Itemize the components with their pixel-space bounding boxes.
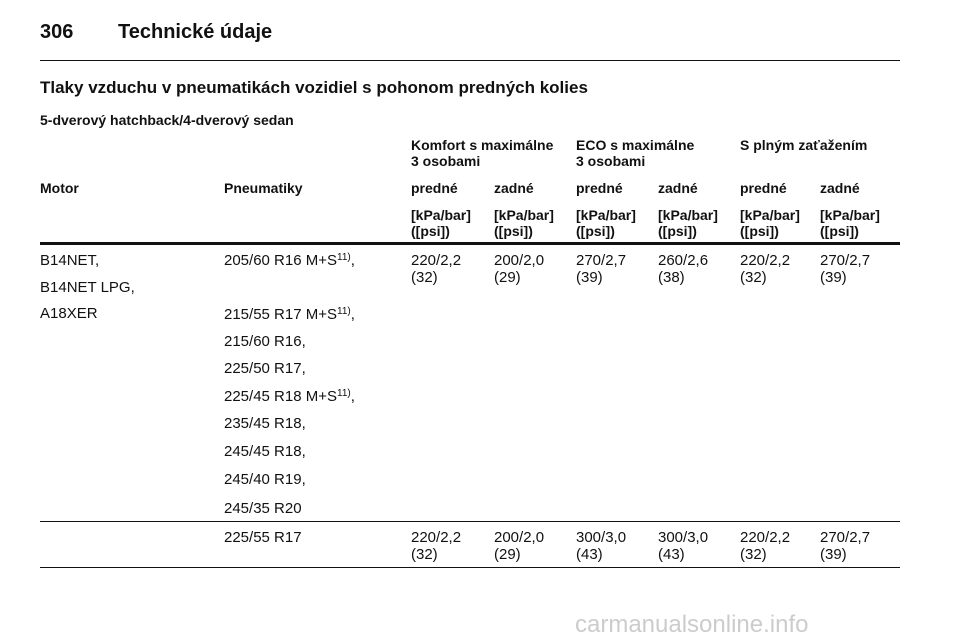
pressure-value: (39) xyxy=(820,269,847,286)
motor: B14NET, xyxy=(40,252,100,269)
pressure-value: (32) xyxy=(740,269,767,286)
pressure-value: 270/2,7 xyxy=(820,252,871,269)
column-header: Motor xyxy=(40,180,79,196)
section-subtitle: 5-dverový hatchback/4-dverový sedan xyxy=(40,112,294,128)
tire-size: 225/50 R17, xyxy=(224,360,306,377)
pressure-value: 260/2,6 xyxy=(658,252,709,269)
watermark: carmanualsonline.info xyxy=(575,611,809,638)
pressure-value: 270/2,7 xyxy=(820,529,871,546)
unit-label: [kPa/bar] xyxy=(740,207,800,223)
column-header: zadné xyxy=(820,180,860,196)
column-header: predné xyxy=(576,180,623,196)
group-header: Komfort s maximálne xyxy=(411,137,554,153)
column-header: zadné xyxy=(658,180,698,196)
unit-label: ([psi]) xyxy=(658,223,697,239)
pressure-value: (32) xyxy=(411,269,438,286)
page-title: Technické údaje xyxy=(118,21,273,43)
group-header: 3 osobami xyxy=(411,153,481,169)
column-header: predné xyxy=(740,180,787,196)
unit-label: ([psi]) xyxy=(494,223,533,239)
column-header: predné xyxy=(411,180,458,196)
group-header: ECO s maximálne xyxy=(576,137,695,153)
pressure-value: (29) xyxy=(494,269,521,286)
tire: 225/50 R17, xyxy=(224,360,306,377)
tire: 205/60 R16 M+S11), xyxy=(224,252,355,269)
pressure-value: (43) xyxy=(576,546,603,563)
footnote-ref: 11) xyxy=(337,252,351,263)
section-title: Tlaky vzduchu v pneumatikách vozidiel s … xyxy=(40,78,588,97)
pressure-value: 220/2,2 xyxy=(740,252,791,269)
pressure-value: (39) xyxy=(576,269,603,286)
tire: 215/55 R17 M+S11), xyxy=(224,306,355,323)
unit-label: ([psi]) xyxy=(740,223,779,239)
pressure-value: 200/2,0 xyxy=(494,252,545,269)
tire-size: 245/40 R19, xyxy=(224,471,306,488)
tire: 225/45 R18 M+S11), xyxy=(224,388,355,405)
punctuation: , xyxy=(350,252,355,269)
footnote-ref: 11) xyxy=(337,306,351,317)
pressure-value: 220/2,2 xyxy=(411,252,462,269)
tire: 225/55 R17 xyxy=(224,529,302,546)
unit-label: ([psi]) xyxy=(820,223,859,239)
unit-label: ([psi]) xyxy=(411,223,450,239)
pressure-value: (32) xyxy=(740,546,767,563)
header-rule xyxy=(40,60,900,61)
tire-size: 245/35 R20 xyxy=(224,500,302,517)
tire-size: 215/60 R16, xyxy=(224,333,306,350)
unit-label: ([psi]) xyxy=(576,223,615,239)
tire-size: 215/55 R17 M+S xyxy=(224,306,337,323)
pressure-value: (32) xyxy=(411,546,438,563)
tire: 235/45 R18, xyxy=(224,415,306,432)
pressure-value: 270/2,7 xyxy=(576,252,627,269)
tire-size: 235/45 R18, xyxy=(224,415,306,432)
row-rule xyxy=(40,567,900,568)
row-rule xyxy=(40,521,900,522)
table-rule xyxy=(40,242,900,245)
punctuation: , xyxy=(350,306,355,323)
tire-size: 225/45 R18 M+S xyxy=(224,388,337,405)
unit-label: [kPa/bar] xyxy=(411,207,471,223)
pressure-value: 300/3,0 xyxy=(576,529,627,546)
page-number: 306 xyxy=(40,21,74,43)
group-header: 3 osobami xyxy=(576,153,646,169)
pressure-value: 220/2,2 xyxy=(411,529,462,546)
punctuation: , xyxy=(350,388,355,405)
unit-label: [kPa/bar] xyxy=(658,207,718,223)
pressure-value: 300/3,0 xyxy=(658,529,709,546)
footnote-ref: 11) xyxy=(337,388,351,399)
unit-label: [kPa/bar] xyxy=(494,207,554,223)
tire: 215/60 R16, xyxy=(224,333,306,350)
column-header: Pneumatiky xyxy=(224,180,303,196)
pressure-value: (29) xyxy=(494,546,521,563)
tire: 245/35 R20 xyxy=(224,500,302,517)
tire-size: 245/45 R18, xyxy=(224,443,306,460)
unit-label: [kPa/bar] xyxy=(820,207,880,223)
pressure-value: 200/2,0 xyxy=(494,529,545,546)
pressure-value: (38) xyxy=(658,269,685,286)
pressure-value: (43) xyxy=(658,546,685,563)
column-header: zadné xyxy=(494,180,534,196)
tire-size: 225/55 R17 xyxy=(224,529,302,546)
pressure-value: 220/2,2 xyxy=(740,529,791,546)
unit-label: [kPa/bar] xyxy=(576,207,636,223)
motor: B14NET LPG, xyxy=(40,278,135,296)
tire: 245/40 R19, xyxy=(224,471,306,488)
tire-size: 205/60 R16 M+S xyxy=(224,252,337,269)
motor: A18XER xyxy=(40,305,98,322)
pressure-value: (39) xyxy=(820,546,847,563)
tire: 245/45 R18, xyxy=(224,443,306,460)
group-header: S plným zaťažením xyxy=(740,137,868,153)
